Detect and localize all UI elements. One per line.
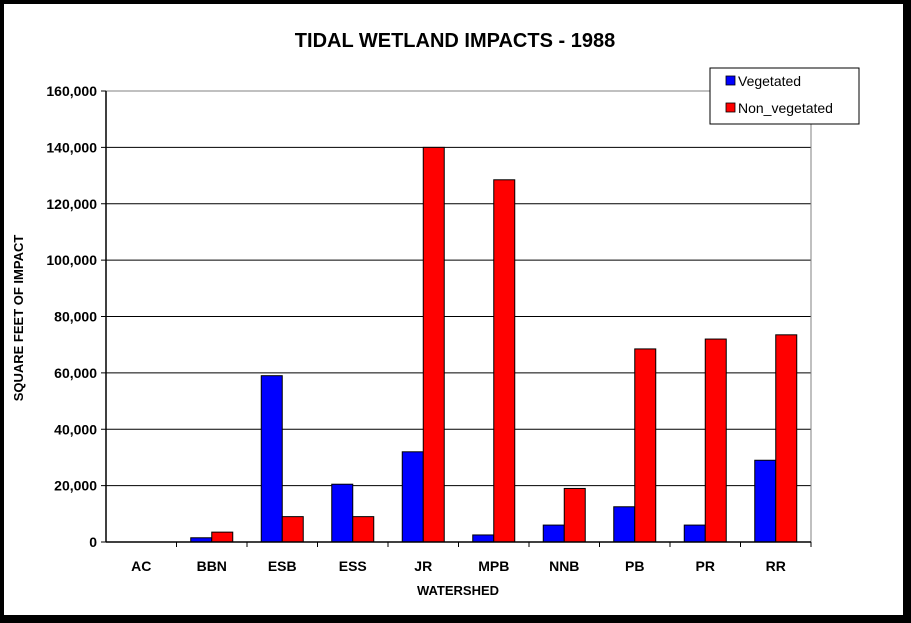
y-tick-label: 140,000 <box>46 139 97 155</box>
bar-vegetated-rr <box>754 459 777 543</box>
x-tick-label: ESB <box>268 558 297 574</box>
bar-vegetated-ess <box>331 483 354 543</box>
legend-swatch-non-vegetated <box>725 102 736 113</box>
y-axis-ticks: 0 20,000 40,000 60,000 80,000 100,000 120,000 1… <box>46 83 106 550</box>
y-tick-label: 100,000 <box>46 252 97 268</box>
bar-non-vegetated-rr <box>775 334 798 543</box>
bar-vegetated-mpb <box>472 534 495 543</box>
x-tick-label: JR <box>414 558 432 574</box>
legend-label-vegetated: Vegetated <box>738 73 801 89</box>
legend-label-non-vegetated: Non_vegetated <box>738 100 833 116</box>
bar-vegetated-jr <box>401 451 424 543</box>
bar-vegetated-pr <box>683 524 706 543</box>
bar-chart: TIDAL WETLAND IMPACTS - 1988 0 20,000 40,0… <box>11 30 860 598</box>
x-tick-label: RR <box>766 558 786 574</box>
bar-non-vegetated-pb <box>634 348 657 543</box>
bar-vegetated-nnb <box>542 524 565 543</box>
bar-non-vegetated-pr <box>704 338 727 543</box>
x-axis-label: WATERSHED <box>417 583 499 598</box>
x-tick-label: AC <box>131 558 151 574</box>
x-tick-label: MPB <box>478 558 509 574</box>
y-tick-label: 40,000 <box>54 421 97 437</box>
x-tick-label: ESS <box>339 558 367 574</box>
bar-vegetated-pb <box>613 506 636 543</box>
x-tick-label: NNB <box>549 558 579 574</box>
bars <box>190 146 798 543</box>
y-tick-label: 60,000 <box>54 365 97 381</box>
y-tick-label: 0 <box>89 534 97 550</box>
bar-non-vegetated-jr <box>422 146 445 543</box>
y-tick-label: 120,000 <box>46 196 97 212</box>
y-tick-label: 20,000 <box>54 478 97 494</box>
gridlines <box>106 90 811 487</box>
x-tick-label: PB <box>625 558 644 574</box>
y-axis-label: SQUARE FEET OF IMPACT <box>11 235 26 402</box>
bar-vegetated-esb <box>260 375 283 543</box>
bar-non-vegetated-bbn <box>211 531 234 543</box>
bar-non-vegetated-mpb <box>493 179 516 543</box>
bar-non-vegetated-nnb <box>563 487 586 543</box>
bar-non-vegetated-esb <box>281 516 304 543</box>
legend-swatch-vegetated <box>725 75 736 86</box>
x-tick-label: PR <box>696 558 715 574</box>
y-tick-label: 80,000 <box>54 309 97 325</box>
y-tick-label: 160,000 <box>46 83 97 99</box>
chart-title: TIDAL WETLAND IMPACTS - 1988 <box>295 30 615 52</box>
chart-panel: TIDAL WETLAND IMPACTS - 1988 0 20,000 40,0… <box>4 4 903 615</box>
legend: Vegetated Non_vegetated <box>709 67 860 125</box>
x-tick-label: BBN <box>197 558 227 574</box>
bar-non-vegetated-ess <box>352 516 375 543</box>
x-axis-ticks: AC BBN ESB ESS JR MPB NNB PB PR RR <box>131 542 812 574</box>
